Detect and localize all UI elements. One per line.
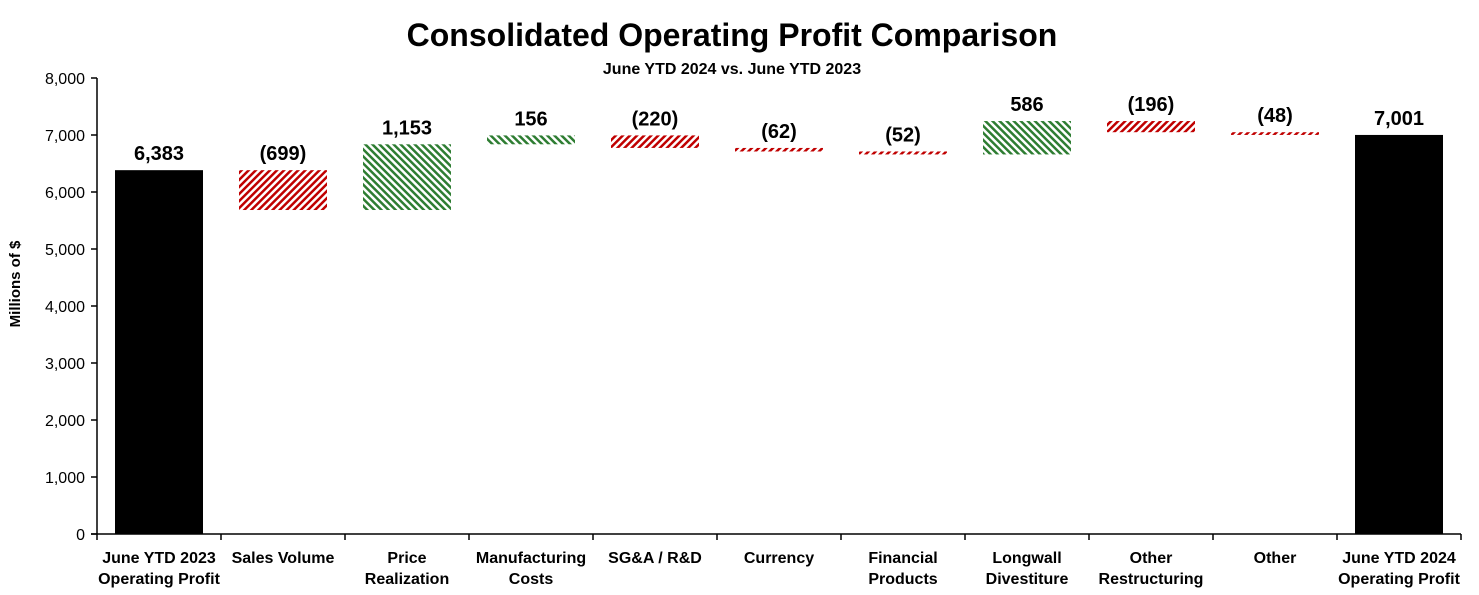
data-label: 7,001: [1374, 108, 1424, 130]
x-category-label-line: Other: [1254, 550, 1297, 567]
decrease-bar: [859, 151, 947, 155]
data-label: (699): [260, 143, 307, 165]
x-category-label-line: SG&A / R&D: [608, 550, 702, 567]
x-category-label-line: Currency: [744, 550, 814, 567]
x-category-label-line: Costs: [509, 571, 554, 588]
x-category-label: Financial Products: [868, 550, 937, 588]
x-category-label: June YTD 2023 Operating Profit: [98, 550, 220, 588]
x-category-label: Price Realization: [365, 550, 449, 588]
x-category-label-line: Realization: [365, 571, 449, 588]
x-category-label: Sales Volume: [232, 550, 335, 567]
data-label: 1,153: [382, 117, 432, 139]
decrease-bar: [611, 135, 699, 148]
x-category-label: June YTD 2024 Operating Profit: [1338, 550, 1460, 588]
x-category-label: Other Restructuring: [1099, 550, 1204, 588]
y-axis-label: Millions of $: [7, 240, 24, 327]
x-category-label-line: Manufacturing: [476, 550, 586, 567]
x-category-label-line: Operating Profit: [98, 571, 220, 588]
x-category-label-line: Other: [1130, 550, 1173, 567]
y-tick-label: 5,000: [45, 242, 85, 259]
chart-title: Consolidated Operating Profit Comparison: [407, 17, 1058, 53]
increase-bar: [363, 144, 451, 211]
x-category-label-line: Financial: [868, 550, 937, 567]
y-tick-label: 1,000: [45, 470, 85, 487]
data-label: (52): [885, 124, 921, 146]
x-category-label-line: Longwall: [992, 550, 1061, 567]
y-tick-label: 7,000: [45, 128, 85, 145]
x-category-label-line: Restructuring: [1099, 571, 1204, 588]
increase-bar: [983, 121, 1071, 155]
x-category-label-line: Divestiture: [986, 571, 1069, 588]
y-tick-label: 6,000: [45, 185, 85, 202]
x-category-label-line: Products: [868, 571, 937, 588]
x-category-label: SG&A / R&D: [608, 550, 702, 567]
total-bar: [115, 170, 203, 534]
x-category-label: Longwall Divestiture: [986, 550, 1069, 588]
x-category-label-line: June YTD 2023: [102, 550, 216, 567]
y-tick-label: 8,000: [45, 71, 85, 88]
x-category-label-line: Price: [387, 550, 426, 567]
x-category-label: Other: [1254, 550, 1297, 567]
data-label: 6,383: [134, 143, 184, 165]
total-bar: [1355, 134, 1443, 534]
data-label: 586: [1010, 94, 1043, 116]
y-tick-label: 3,000: [45, 356, 85, 373]
x-category-label: Currency: [744, 550, 814, 567]
data-label: (62): [761, 121, 797, 143]
decrease-bar: [239, 170, 327, 211]
x-category-label-line: Sales Volume: [232, 550, 335, 567]
x-category-label-line: Operating Profit: [1338, 571, 1460, 588]
chart-subtitle: June YTD 2024 vs. June YTD 2023: [603, 61, 861, 78]
x-category-label-line: June YTD 2024: [1342, 550, 1456, 567]
decrease-bar: [1107, 121, 1195, 133]
data-label: (220): [632, 108, 679, 130]
increase-bar: [487, 135, 575, 145]
y-tick-label: 0: [76, 527, 85, 544]
y-tick-label: 2,000: [45, 413, 85, 430]
x-category-label: Manufacturing Costs: [476, 550, 586, 588]
data-label: (48): [1257, 105, 1293, 127]
decrease-bar: [1231, 132, 1319, 135]
data-label: (196): [1128, 94, 1175, 116]
data-label: 156: [514, 108, 547, 130]
y-tick-label: 4,000: [45, 299, 85, 316]
decrease-bar: [735, 147, 823, 152]
